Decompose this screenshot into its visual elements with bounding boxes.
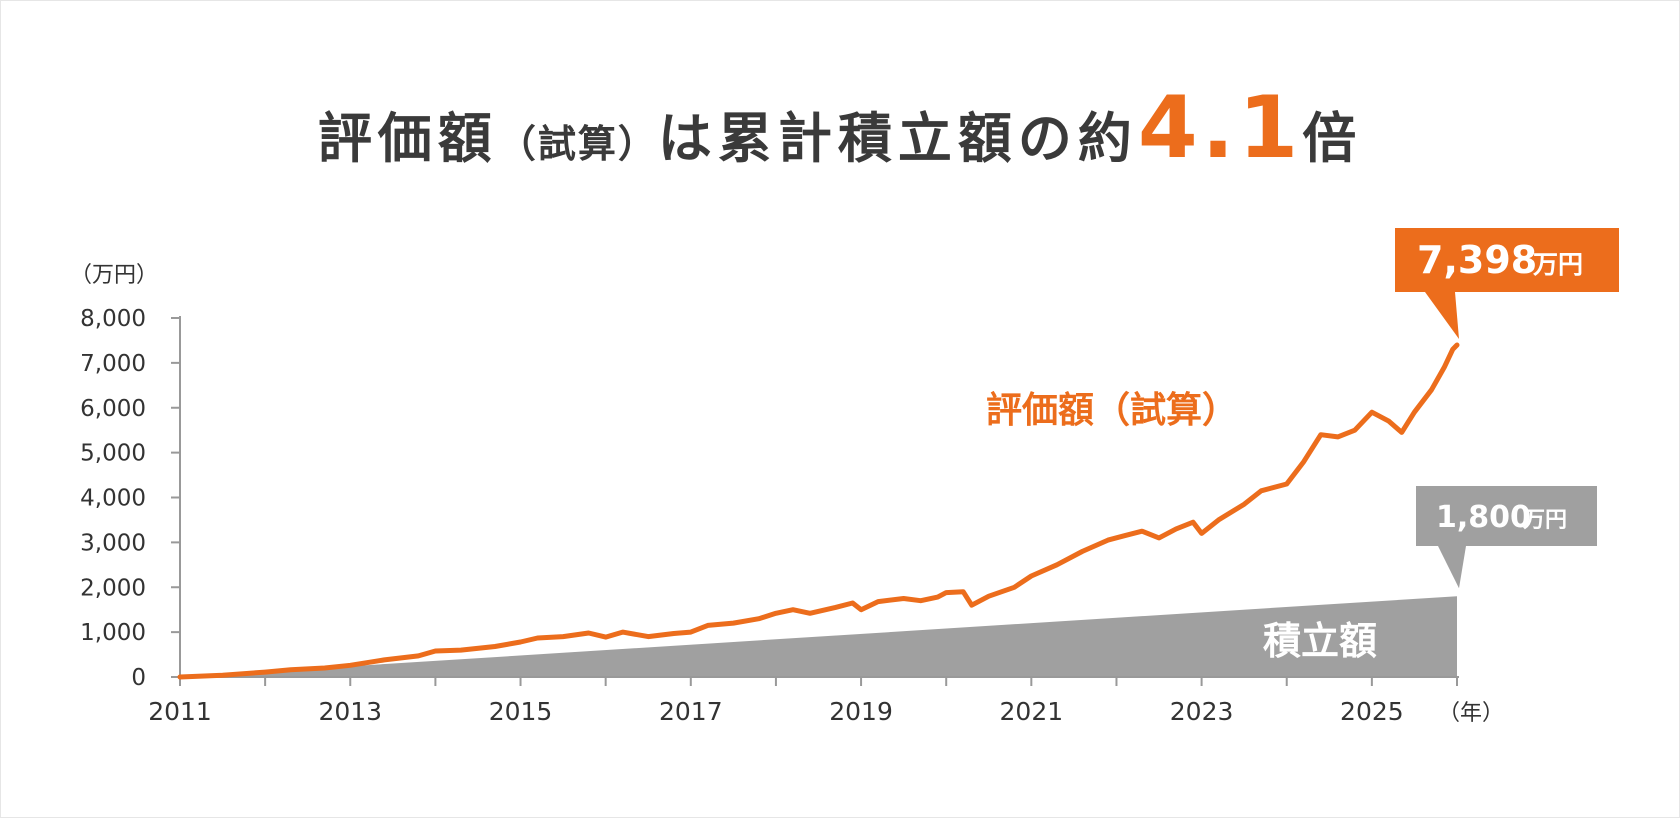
callout-unit-積立額: 万円 bbox=[1522, 508, 1567, 533]
y-tick-label: 1,000 bbox=[80, 620, 146, 646]
x-tick-label: 2011 bbox=[148, 697, 212, 726]
y-tick-label: 0 bbox=[131, 665, 146, 691]
chart-title: 評価額（試算）は累計積立額の約4.1倍 bbox=[0, 78, 1680, 178]
series-label-評価額: 評価額（試算） bbox=[986, 390, 1238, 431]
callout-value-評価額: 7,398 bbox=[1417, 238, 1537, 282]
title-prefix: 評価額 bbox=[317, 107, 498, 170]
title-suffix: 倍 bbox=[1302, 107, 1363, 170]
callout-pointer-評価額 bbox=[1425, 292, 1459, 340]
callout-pointer-積立額 bbox=[1438, 546, 1466, 589]
area-layer bbox=[180, 596, 1457, 677]
callout-value-積立額: 1,800 bbox=[1436, 500, 1531, 535]
line-layer bbox=[177, 342, 1460, 680]
y-tick-label: 6,000 bbox=[80, 396, 146, 422]
y-axis-unit: （万円） bbox=[70, 263, 158, 288]
series-area-積立額 bbox=[180, 596, 1457, 677]
x-axis-unit: （年） bbox=[1438, 701, 1504, 726]
y-tick-label: 8,000 bbox=[80, 306, 146, 332]
x-tick-label: 2021 bbox=[1000, 697, 1064, 726]
axes: 0 1,000 2,000 3,000 4,000 5,000 6,000 7,000 8,00… bbox=[70, 263, 1504, 726]
y-tick-label: 7,000 bbox=[80, 351, 146, 377]
x-tick-label: 2013 bbox=[318, 697, 382, 726]
x-tick-label: 2023 bbox=[1170, 697, 1234, 726]
series-label-積立額: 積立額 bbox=[1263, 619, 1377, 663]
y-tick-label: 4,000 bbox=[80, 486, 146, 512]
callout-unit-評価額: 万円 bbox=[1533, 250, 1583, 279]
x-tick-label: 2019 bbox=[829, 697, 893, 726]
x-tick-label: 2025 bbox=[1340, 697, 1404, 726]
x-tick-label: 2015 bbox=[489, 697, 553, 726]
title-middle: は累計積立額の約 bbox=[657, 107, 1138, 170]
callout-box-評価額 bbox=[1395, 228, 1619, 292]
title-paren: （試算） bbox=[497, 122, 658, 166]
x-tick-label: 2017 bbox=[659, 697, 723, 726]
callout-box-積立額 bbox=[1416, 486, 1597, 546]
y-tick-label: 3,000 bbox=[80, 530, 146, 556]
y-tick-label: 2,000 bbox=[80, 575, 146, 601]
y-tick-label: 5,000 bbox=[80, 441, 146, 467]
title-multiplier: 4.1 bbox=[1137, 78, 1303, 178]
series-line-評価額 bbox=[177, 342, 1460, 680]
